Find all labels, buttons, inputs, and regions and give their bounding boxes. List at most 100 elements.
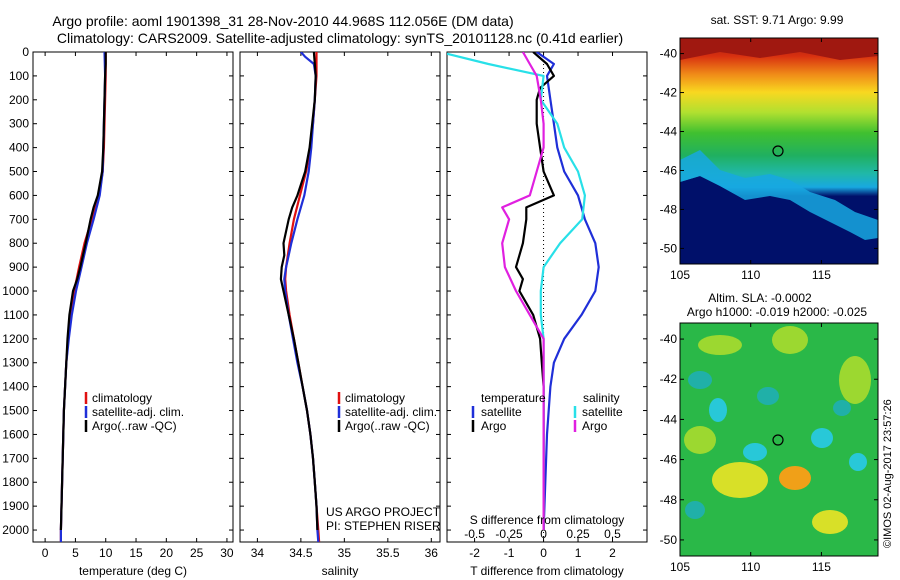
sla-map xyxy=(680,323,878,556)
x-tick-label: 25 xyxy=(190,546,204,560)
salinity-legend: climatology satellite-adj. clim. Argo(..… xyxy=(337,391,437,433)
sla-blob xyxy=(779,466,811,490)
salinity-panel xyxy=(239,51,441,543)
map-y-tick-label: -42 xyxy=(660,372,678,386)
legend-t-satellite-label: satellite xyxy=(481,405,522,419)
y-tick-label: 1200 xyxy=(2,332,29,346)
legend-s-satellite-label: satellite xyxy=(582,405,623,419)
temperature-axis-label: temperature (deg C) xyxy=(79,564,187,578)
map-y-tick-label: -46 xyxy=(660,163,678,177)
legend-climatology-label: climatology xyxy=(92,391,152,405)
x2-tick-label: -0.25 xyxy=(495,527,523,541)
series-line-satellite xyxy=(536,52,600,531)
difference-panel xyxy=(446,51,648,543)
sla-map-frame xyxy=(679,322,879,557)
y-tick-label: 900 xyxy=(9,260,29,274)
map-y-tick-label: -40 xyxy=(660,47,678,61)
sla-blob xyxy=(757,387,779,405)
x-tick-label: 35 xyxy=(338,546,352,560)
map-x-tick-label: 110 xyxy=(741,268,760,282)
x-tick-label: -1 xyxy=(504,546,515,560)
y-tick-label: 200 xyxy=(9,93,29,107)
series-line-argo---raw--qc- xyxy=(59,52,107,531)
x-tick-label: 0 xyxy=(540,546,547,560)
sla-map-title-line-2: Argo h1000: -0.019 h2000: -0.025 xyxy=(687,305,867,319)
map-y-tick-label: -50 xyxy=(660,533,678,547)
x-tick-label: 30 xyxy=(220,546,234,560)
sst-warm-top xyxy=(680,38,878,60)
sla-blob xyxy=(812,510,848,534)
map-y-tick-label: -44 xyxy=(660,125,678,139)
map-y-tick-label: -40 xyxy=(660,332,678,346)
map-x-tick-label: 105 xyxy=(670,560,690,574)
map-y-tick-label: -50 xyxy=(660,241,678,255)
y-tick-label: 0 xyxy=(22,45,29,59)
t-diff-axis-label: T difference from climatology xyxy=(470,564,624,578)
sla-blob xyxy=(839,356,871,404)
project-credit-line-2: PI: STEPHEN RISER xyxy=(326,519,441,533)
s-diff-axis-label: S difference from climatology xyxy=(470,513,625,527)
y-tick-label: 600 xyxy=(9,188,29,202)
y-tick-label: 100 xyxy=(9,69,29,83)
sla-blob xyxy=(712,462,768,498)
sla-map-axes: -40 -42 -44 -46 -48 -50 105 110 115 xyxy=(660,323,878,574)
title-line-2: Climatology: CARS2009. Satellite-adjuste… xyxy=(57,30,623,46)
x2-tick-label: 0.5 xyxy=(604,527,621,541)
x2-tick-label: -0.5 xyxy=(464,527,485,541)
x-tick-label: 36 xyxy=(425,546,439,560)
y-tick-label: 1700 xyxy=(2,451,29,465)
y-tick-label: 2000 xyxy=(2,523,29,537)
x-tick-label: 20 xyxy=(160,546,174,560)
sst-argo-marker xyxy=(772,145,784,157)
map-y-tick-label: -48 xyxy=(660,202,678,216)
x-tick-label: 10 xyxy=(99,546,113,560)
title-line-1: Argo profile: aoml 1901398_31 28-Nov-201… xyxy=(52,13,513,29)
temperature-legend: climatology satellite-adj. clim. Argo(..… xyxy=(84,391,184,433)
sla-blob xyxy=(743,443,767,461)
legend-s-argo-label: Argo xyxy=(582,419,608,433)
map-y-tick-label: -42 xyxy=(660,86,678,100)
difference-axes: -2 -1 0 1 2 -0.5 -0.25 0 0.25 0.5 xyxy=(447,51,647,560)
series-line-argo xyxy=(501,52,545,530)
x-tick-label: 15 xyxy=(129,546,143,560)
map-y-tick-label: -48 xyxy=(660,493,678,507)
salinity-series xyxy=(279,52,321,542)
sst-front xyxy=(680,150,878,240)
legend-satellite-label: satellite-adj. clim. xyxy=(92,405,184,419)
map-x-tick-label: 110 xyxy=(741,560,760,574)
y-tick-label: 1000 xyxy=(2,284,29,298)
y-tick-label: 700 xyxy=(9,212,29,226)
imos-stamp: ©IMOS 02-Aug-2017 23:57:26 xyxy=(882,399,894,548)
legend-t-argo-label: Argo xyxy=(481,419,507,433)
sla-blob xyxy=(772,326,808,354)
sla-blob xyxy=(833,400,851,416)
x2-tick-label: 0 xyxy=(540,527,547,541)
x-tick-label: 34.5 xyxy=(289,546,313,560)
map-y-tick-label: -46 xyxy=(660,453,678,467)
x-tick-label: 5 xyxy=(72,546,79,560)
y-tick-label: 1100 xyxy=(3,308,29,322)
temperature-series xyxy=(59,52,107,542)
legend-temperature-heading: temperature xyxy=(481,391,546,405)
y-tick-label: 1800 xyxy=(2,475,29,489)
difference-series xyxy=(447,52,600,531)
legend-argo-label: Argo(..raw -QC) xyxy=(345,419,430,433)
x-tick-label: 34 xyxy=(251,546,265,560)
legend-satellite-label: satellite-adj. clim. xyxy=(345,405,437,419)
map-x-tick-label: 115 xyxy=(812,268,831,282)
project-credit-line-1: US ARGO PROJECT xyxy=(326,505,441,519)
y-tick-label: 300 xyxy=(9,117,29,131)
x-tick-label: 1 xyxy=(575,546,582,560)
map-x-tick-label: 105 xyxy=(670,268,690,282)
y-tick-label: 400 xyxy=(9,141,29,155)
series-line-argo---raw--qc- xyxy=(279,52,319,531)
legend-salinity-heading: salinity xyxy=(583,391,620,405)
sla-argo-marker xyxy=(772,434,784,446)
y-tick-label: 1400 xyxy=(2,380,29,394)
x2-tick-label: 0.25 xyxy=(566,527,590,541)
sla-blob xyxy=(709,398,727,422)
salinity-axis-label: salinity xyxy=(322,564,359,578)
sla-blob xyxy=(684,426,716,454)
sst-map-axes: -40 -42 -44 -46 -48 -50 105 110 115 xyxy=(660,38,878,282)
sla-blob xyxy=(688,371,712,389)
